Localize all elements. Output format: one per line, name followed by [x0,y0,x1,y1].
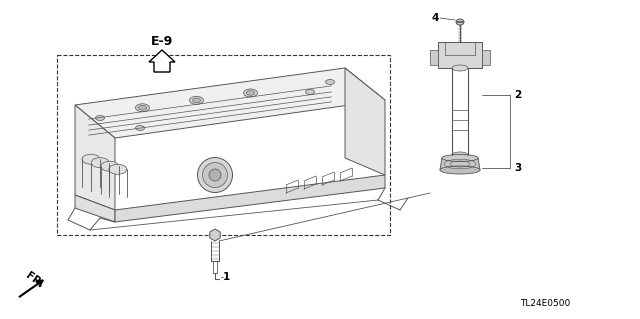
Text: 2: 2 [514,90,521,100]
Ellipse shape [198,158,232,192]
Text: E-9: E-9 [151,35,173,48]
Polygon shape [430,50,438,65]
Ellipse shape [326,79,335,85]
Polygon shape [438,42,482,68]
Ellipse shape [452,152,468,158]
Ellipse shape [95,115,104,121]
Text: 3: 3 [514,163,521,173]
Ellipse shape [193,98,200,103]
Polygon shape [75,105,115,210]
Polygon shape [115,175,385,222]
Polygon shape [210,229,220,241]
Ellipse shape [209,169,221,181]
Text: TL24E0500: TL24E0500 [520,299,570,308]
Ellipse shape [138,106,147,110]
Polygon shape [440,158,480,170]
Ellipse shape [136,104,150,112]
Polygon shape [75,195,115,222]
Ellipse shape [442,154,478,161]
Ellipse shape [82,154,100,164]
Text: FR.: FR. [24,270,46,290]
Ellipse shape [92,158,109,168]
Polygon shape [149,50,175,72]
Polygon shape [345,68,385,175]
Polygon shape [482,50,490,65]
Ellipse shape [202,162,227,188]
Text: 1: 1 [223,272,230,282]
Ellipse shape [109,164,127,174]
Ellipse shape [452,65,468,71]
Ellipse shape [101,161,119,171]
Ellipse shape [189,96,204,104]
Text: 4: 4 [432,13,440,23]
Ellipse shape [246,91,255,95]
Ellipse shape [136,125,145,130]
Ellipse shape [243,89,257,97]
Ellipse shape [305,90,314,94]
Ellipse shape [456,19,464,25]
Ellipse shape [440,166,480,174]
Polygon shape [75,68,385,138]
